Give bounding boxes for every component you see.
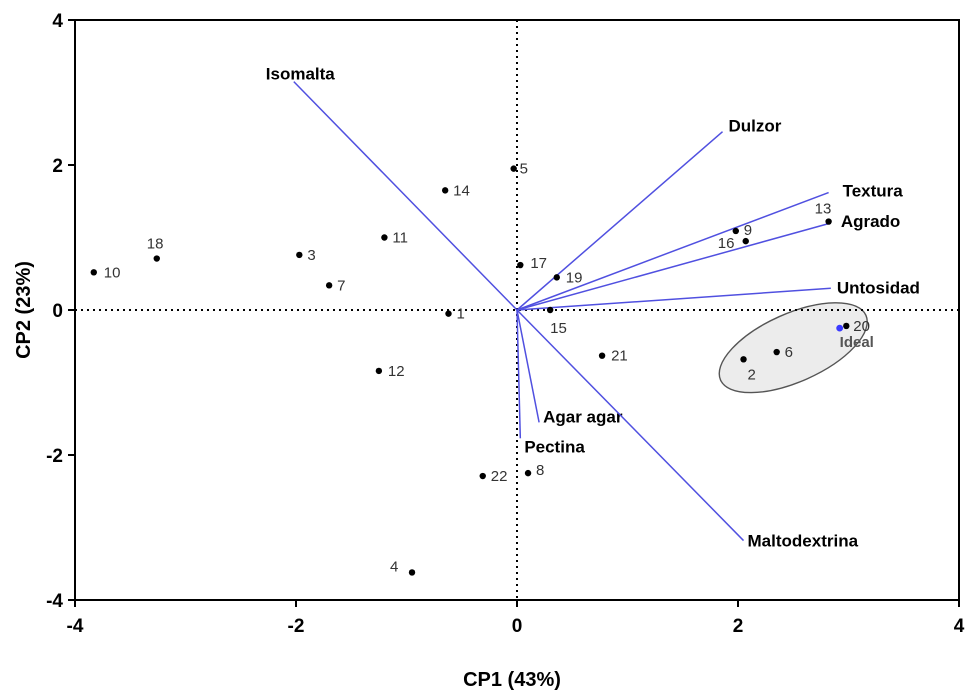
sample-point bbox=[553, 274, 560, 281]
x-tick-label: -4 bbox=[67, 616, 84, 637]
x-tick-label: 4 bbox=[954, 616, 965, 637]
y-axis-title: CP2 (23%) bbox=[13, 261, 35, 359]
sample-point bbox=[296, 251, 303, 259]
sample-point-label: 4 bbox=[390, 558, 398, 575]
loading-vector-label: Isomalta bbox=[266, 65, 336, 84]
sample-point bbox=[546, 306, 554, 314]
sample-point-label: 19 bbox=[566, 269, 583, 286]
x-tick-label: 0 bbox=[512, 616, 523, 637]
sample-point-label: 13 bbox=[815, 201, 832, 218]
loading-vector-label: Untosidad bbox=[837, 278, 920, 297]
y-tick-label: 0 bbox=[52, 301, 63, 322]
sample-point-label: 14 bbox=[453, 182, 470, 199]
sample-point-label: 5 bbox=[520, 161, 528, 178]
loading-vector bbox=[516, 131, 724, 311]
sample-point-label: 20 bbox=[853, 318, 870, 335]
sample-point bbox=[773, 348, 780, 356]
sample-point bbox=[325, 282, 333, 289]
loading-vector bbox=[516, 222, 832, 311]
loading-vector bbox=[516, 191, 829, 311]
sample-point bbox=[524, 469, 532, 477]
sample-point-label: 22 bbox=[491, 468, 508, 485]
sample-point bbox=[90, 269, 97, 276]
x-tick-label: 2 bbox=[733, 616, 744, 637]
sample-point bbox=[732, 227, 739, 235]
sample-point bbox=[381, 234, 388, 241]
loading-vector bbox=[516, 309, 522, 439]
y-tick-label: 4 bbox=[52, 11, 63, 32]
loading-vector-label: Dulzor bbox=[729, 117, 782, 136]
sample-point bbox=[510, 165, 517, 172]
sample-point bbox=[375, 367, 383, 375]
sample-point-label: 6 bbox=[785, 344, 793, 361]
loading-vector bbox=[516, 309, 540, 423]
sample-point-label: 17 bbox=[530, 255, 547, 272]
sample-point-label: 18 bbox=[147, 236, 164, 253]
sample-point bbox=[408, 569, 416, 576]
ideal-point-label: Ideal bbox=[840, 334, 874, 351]
loading-vector bbox=[516, 287, 831, 311]
y-tick-label: 2 bbox=[52, 156, 63, 177]
sample-point-label: 11 bbox=[392, 230, 408, 247]
sample-point-label: 21 bbox=[611, 348, 628, 365]
sample-point-label: 1 bbox=[456, 306, 464, 323]
sample-point bbox=[598, 352, 606, 359]
sample-point bbox=[843, 322, 850, 330]
sample-point-label: 8 bbox=[536, 462, 544, 479]
y-tick-label: -2 bbox=[46, 446, 63, 467]
sample-point bbox=[742, 237, 749, 245]
loading-vector-label: Textura bbox=[843, 182, 904, 201]
sample-point-label: 9 bbox=[744, 222, 752, 239]
sample-point bbox=[740, 356, 747, 363]
sample-point-label: 3 bbox=[307, 247, 315, 264]
sample-point-label: 10 bbox=[104, 264, 121, 281]
ideal-region-ellipse bbox=[718, 302, 868, 394]
loading-vector-label: Agar agar bbox=[543, 407, 623, 426]
sample-point-label: 7 bbox=[337, 277, 345, 294]
sample-point bbox=[479, 472, 486, 480]
ideal-point bbox=[836, 324, 844, 332]
sample-point-label: 12 bbox=[388, 363, 405, 380]
loading-vector-label: Agrado bbox=[841, 212, 901, 231]
sample-point-label: 16 bbox=[718, 235, 735, 252]
loading-vector-label: Maltodextrina bbox=[748, 532, 859, 551]
sample-point-label: 2 bbox=[748, 366, 756, 383]
sample-point bbox=[153, 255, 160, 262]
sample-point bbox=[445, 310, 452, 317]
loading-vector-label: Pectina bbox=[524, 437, 585, 456]
x-tick-label: -2 bbox=[288, 616, 305, 637]
x-axis-title: CP1 (43%) bbox=[463, 669, 561, 691]
sample-point-label: 15 bbox=[550, 320, 567, 337]
y-tick-label: -4 bbox=[46, 591, 63, 612]
sample-point bbox=[825, 218, 832, 225]
loading-vector bbox=[293, 81, 518, 311]
sample-point bbox=[441, 187, 449, 194]
loading-vector bbox=[516, 309, 745, 542]
sample-point bbox=[517, 261, 524, 269]
